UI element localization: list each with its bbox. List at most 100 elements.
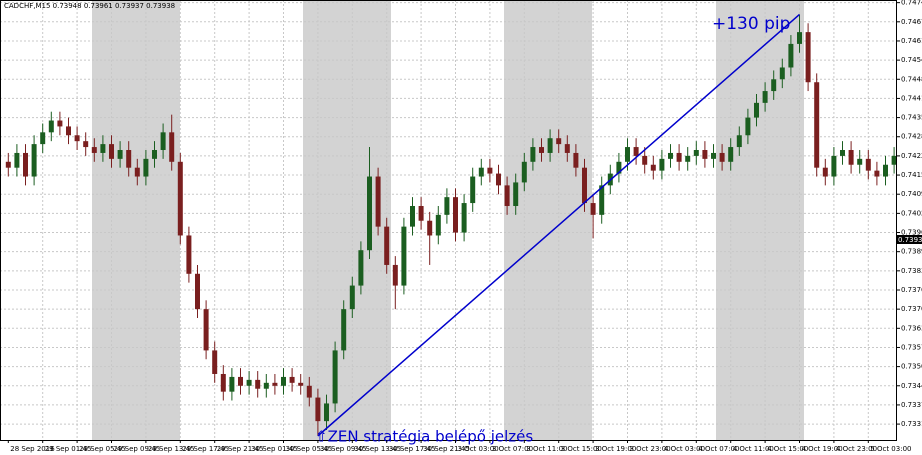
annotation: ⇧ZEN stratégia belépő jelzés — [315, 428, 533, 446]
y-tick-label: 0.73505 — [901, 363, 922, 371]
candle-body — [676, 152, 682, 162]
y-tick-label: 0.74675 — [901, 18, 922, 26]
candle-body — [650, 164, 656, 171]
candle-body — [427, 220, 433, 236]
candle-body — [487, 167, 493, 174]
candle-body — [367, 176, 372, 251]
candle-body — [83, 141, 89, 148]
candle-body — [504, 185, 510, 207]
y-tick-label: 0.73700 — [901, 305, 922, 313]
candle-body — [754, 102, 759, 118]
y-tick-label: 0.73830 — [901, 267, 922, 275]
x-tick-label: 30 Sep 17:45 — [389, 445, 436, 453]
candle-body — [625, 147, 630, 162]
candle-body — [203, 309, 209, 351]
candle-body — [410, 206, 415, 227]
candle-body — [220, 373, 226, 392]
candle-body — [134, 167, 140, 177]
candle-body — [315, 397, 321, 422]
x-tick-label: 3 Oct 03:00 — [458, 445, 499, 453]
candle-body — [444, 197, 450, 215]
candle-body — [48, 120, 54, 133]
candle-body — [805, 32, 811, 83]
candle-body — [573, 152, 579, 168]
candle-body — [341, 309, 347, 351]
candle-body — [5, 161, 11, 168]
y-tick-label: 0.74350 — [901, 114, 922, 122]
x-tick-label: 30 Sep 13:45 — [354, 445, 401, 453]
candle-body — [865, 158, 871, 171]
candle-body — [289, 376, 295, 383]
candle-body — [238, 376, 243, 386]
candle-body — [521, 161, 527, 183]
candle-body — [453, 197, 458, 233]
candle-body — [349, 285, 355, 310]
candle-body — [143, 158, 149, 177]
candle-body — [324, 403, 329, 422]
candle-body — [779, 67, 785, 80]
x-tick-label: 30 Sep 01:45 — [251, 445, 298, 453]
candle-body — [633, 147, 639, 156]
candle-body — [255, 379, 261, 389]
candle-body — [556, 138, 562, 145]
x-tick-label: 29 Sep 17:45 — [182, 445, 229, 453]
candle-body — [728, 147, 734, 162]
candle-body — [392, 264, 398, 286]
x-tick-label: 3 Oct 15:00 — [561, 445, 602, 453]
candle-body — [332, 350, 338, 404]
candle-body — [736, 135, 742, 148]
y-tick-label: 0.74610 — [901, 37, 922, 45]
y-tick-label: 0.73375 — [901, 401, 922, 409]
candle-body — [513, 182, 519, 207]
candle-body — [599, 185, 605, 215]
candle-body — [272, 382, 278, 386]
x-tick-label: 30 Sep 21:45 — [423, 445, 470, 453]
chart-header: CADCHF,M15 0.73948 0.73961 0.73937 0.739… — [4, 2, 175, 10]
y-tick-label: 0.74220 — [901, 152, 922, 160]
candle-body — [840, 150, 845, 156]
x-tick-label: 4 Oct 03:00 — [664, 445, 705, 453]
candle-body — [306, 385, 312, 398]
candle-body — [771, 79, 777, 92]
session-band — [504, 0, 592, 440]
session-band — [92, 0, 180, 440]
candle-body — [616, 161, 622, 174]
x-tick-label: 29 Sep 21:45 — [217, 445, 264, 453]
x-tick-label: 3 Oct 19:00 — [595, 445, 636, 453]
candle-body — [719, 152, 725, 162]
y-tick-label: 0.74285 — [901, 133, 922, 141]
candle-body — [822, 167, 828, 177]
y-tick-label: 0.74740 — [901, 0, 922, 7]
annotation: +130 pip — [712, 14, 790, 34]
candle-body — [788, 43, 794, 68]
candle-body — [117, 150, 123, 159]
candle-body — [23, 152, 28, 177]
candle-body — [814, 82, 820, 168]
plot-border — [0, 0, 897, 441]
candle-body — [435, 214, 441, 236]
candle-body — [195, 273, 200, 310]
candle-body — [564, 144, 570, 153]
candle-body — [797, 32, 802, 44]
x-tick-label: 29 Sep 01:45 — [45, 445, 92, 453]
y-tick-label: 0.73895 — [901, 248, 922, 256]
x-tick-label: 28 Sep 2016 — [10, 445, 55, 453]
x-tick-label: 29 Sep 13:45 — [148, 445, 195, 453]
candle-body — [848, 150, 854, 165]
candle-body — [418, 206, 424, 221]
candle-body — [384, 226, 390, 265]
candle-body — [762, 91, 768, 103]
candle-body — [31, 144, 37, 177]
y-tick-label: 0.73570 — [901, 343, 922, 351]
candle-body — [169, 132, 175, 162]
grid — [0, 0, 897, 440]
x-tick-label: 30 Sep 05:45 — [286, 445, 333, 453]
candle-body — [375, 176, 381, 227]
x-tick-label: 5 Oct 03:00 — [870, 445, 911, 453]
candle-body — [642, 155, 648, 165]
y-tick-label: 0.73765 — [901, 286, 922, 294]
candle-body — [246, 379, 252, 386]
candle-body — [281, 376, 286, 386]
candle-body — [831, 155, 837, 177]
